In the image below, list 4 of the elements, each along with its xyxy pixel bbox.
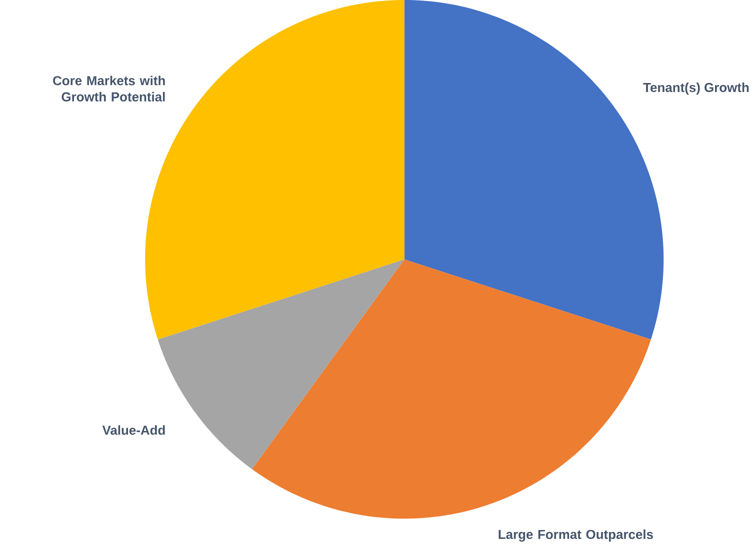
slice-label: Large Format Outparcels (498, 529, 653, 542)
slice-label: Tenant(s) Growth (643, 82, 749, 95)
slice-label: Core Markets with Growth Potential (53, 76, 165, 102)
slice-label: Value-Add (102, 425, 165, 435)
